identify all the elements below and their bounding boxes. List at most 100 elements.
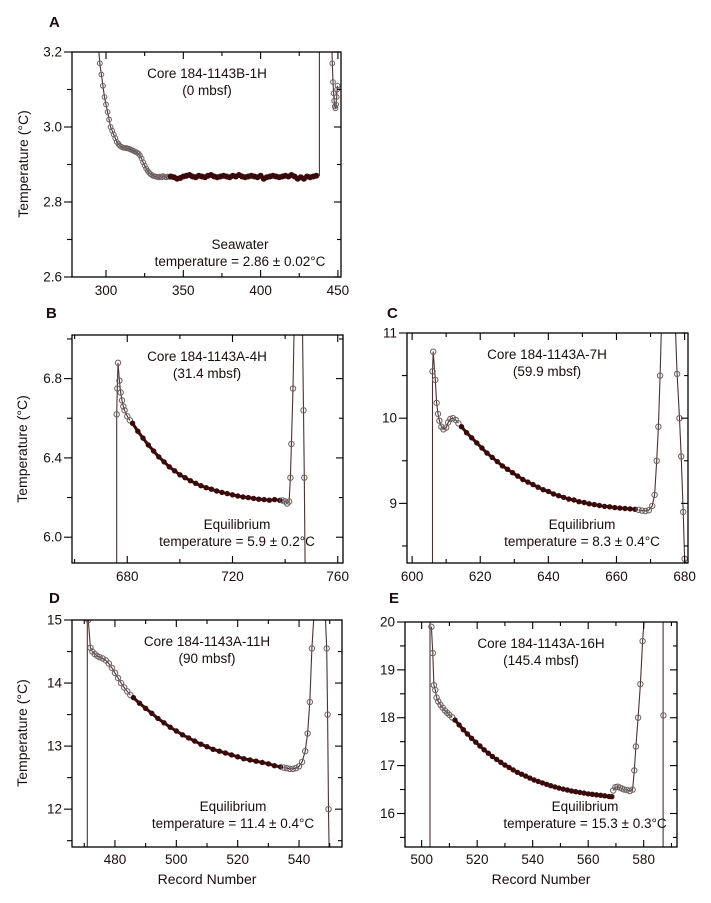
filled-marker — [253, 758, 259, 764]
open-marker — [116, 377, 123, 384]
open-marker — [289, 765, 297, 773]
open-marker — [111, 669, 119, 677]
open-marker — [645, 507, 652, 514]
panel-letter: A — [49, 14, 60, 31]
open-marker — [302, 748, 309, 755]
filled-marker — [530, 481, 536, 488]
open-marker — [105, 660, 113, 667]
series-minimum-open — [282, 335, 295, 505]
filled-marker — [173, 728, 179, 734]
open-marker — [106, 116, 112, 123]
open-marker — [285, 498, 293, 505]
filled-marker — [271, 763, 278, 769]
open-marker — [117, 679, 125, 687]
filled-marker — [235, 754, 241, 760]
filled-marker — [499, 463, 506, 469]
filled-marker — [149, 710, 155, 716]
open-marker — [443, 424, 450, 431]
filled-marker — [198, 483, 204, 489]
filled-marker — [479, 445, 485, 451]
annotation-line2: temperature = 5.9 ± 0.2°C — [159, 534, 315, 549]
open-marker — [330, 90, 337, 97]
filled-marker — [150, 448, 157, 454]
filled-marker — [485, 750, 491, 756]
filled-marker — [136, 700, 143, 706]
filled-marker — [241, 756, 247, 762]
series-pullout-spike — [317, 52, 320, 178]
x-tick-label: 520 — [226, 852, 249, 867]
open-marker — [124, 688, 131, 695]
filled-marker — [187, 478, 194, 484]
x-tick-label: 680 — [673, 569, 696, 584]
x-tick-label: 660 — [605, 569, 628, 584]
series-minimum-open — [638, 333, 662, 512]
filled-marker — [607, 504, 613, 510]
open-marker — [96, 42, 101, 47]
open-marker — [680, 508, 687, 516]
filled-marker — [560, 786, 566, 792]
open-marker — [334, 82, 341, 89]
x-tick-label: 600 — [401, 569, 424, 584]
filled-marker — [622, 505, 628, 512]
panel-title-line2: (0 mbsf) — [182, 83, 232, 98]
x-axis-label: Record Number — [492, 871, 591, 887]
filled-marker — [235, 493, 241, 499]
filled-marker — [155, 715, 161, 722]
open-marker — [96, 654, 103, 661]
filled-marker — [581, 499, 587, 506]
filled-marker — [502, 762, 508, 768]
y-tick-label: 13 — [47, 739, 62, 754]
open-marker — [114, 359, 122, 366]
filled-marker — [185, 735, 192, 741]
panel-letter: E — [389, 590, 399, 607]
open-marker — [659, 325, 664, 330]
plot-data — [429, 325, 688, 563]
y-tick-label: 17 — [380, 758, 395, 773]
open-marker — [637, 681, 644, 688]
y-tick-label: 10 — [382, 411, 397, 426]
annotation-line1: Equilibrium — [549, 517, 616, 532]
filled-marker — [171, 468, 178, 474]
y-tick-label: 16 — [380, 806, 395, 821]
open-marker — [302, 564, 307, 569]
filled-marker — [543, 781, 550, 787]
filled-marker — [166, 464, 172, 470]
open-marker — [638, 507, 646, 514]
open-marker — [632, 743, 640, 750]
y-tick-label: 15 — [47, 613, 62, 628]
filled-marker — [552, 784, 558, 790]
plot-data — [428, 622, 667, 847]
x-tick-label: 400 — [249, 283, 272, 298]
open-marker — [99, 655, 106, 662]
open-marker — [428, 623, 435, 630]
filled-marker — [581, 790, 587, 796]
open-marker — [281, 498, 289, 505]
open-marker — [433, 399, 440, 407]
open-marker — [300, 326, 305, 331]
y-tick-label: 18 — [380, 710, 395, 725]
open-marker — [308, 645, 316, 652]
filled-marker — [573, 789, 579, 795]
panel-letter: C — [387, 305, 398, 322]
plot-area: 480 500 520 540 12 13 14 15 — [47, 613, 343, 867]
open-marker — [284, 500, 291, 507]
open-marker — [291, 326, 296, 331]
x-tick-label: 680 — [116, 569, 139, 584]
y-tick-label: 3.2 — [43, 45, 62, 60]
y-tick-label: 6.4 — [43, 450, 62, 465]
filled-marker — [525, 479, 531, 485]
filled-marker — [561, 494, 567, 501]
filled-marker — [247, 757, 253, 763]
panel-title-line2: (90 mbsf) — [178, 651, 235, 666]
filled-marker — [265, 761, 272, 767]
panel-letter: D — [49, 590, 60, 607]
open-marker — [673, 370, 681, 378]
filled-marker — [458, 424, 465, 430]
x-tick-label: 480 — [104, 852, 127, 867]
open-marker — [639, 637, 646, 645]
filled-marker — [167, 724, 173, 730]
plot-frame — [71, 334, 344, 564]
open-marker — [432, 376, 439, 384]
series-decay-filled — [460, 425, 636, 511]
x-tick-label: 540 — [288, 852, 311, 867]
